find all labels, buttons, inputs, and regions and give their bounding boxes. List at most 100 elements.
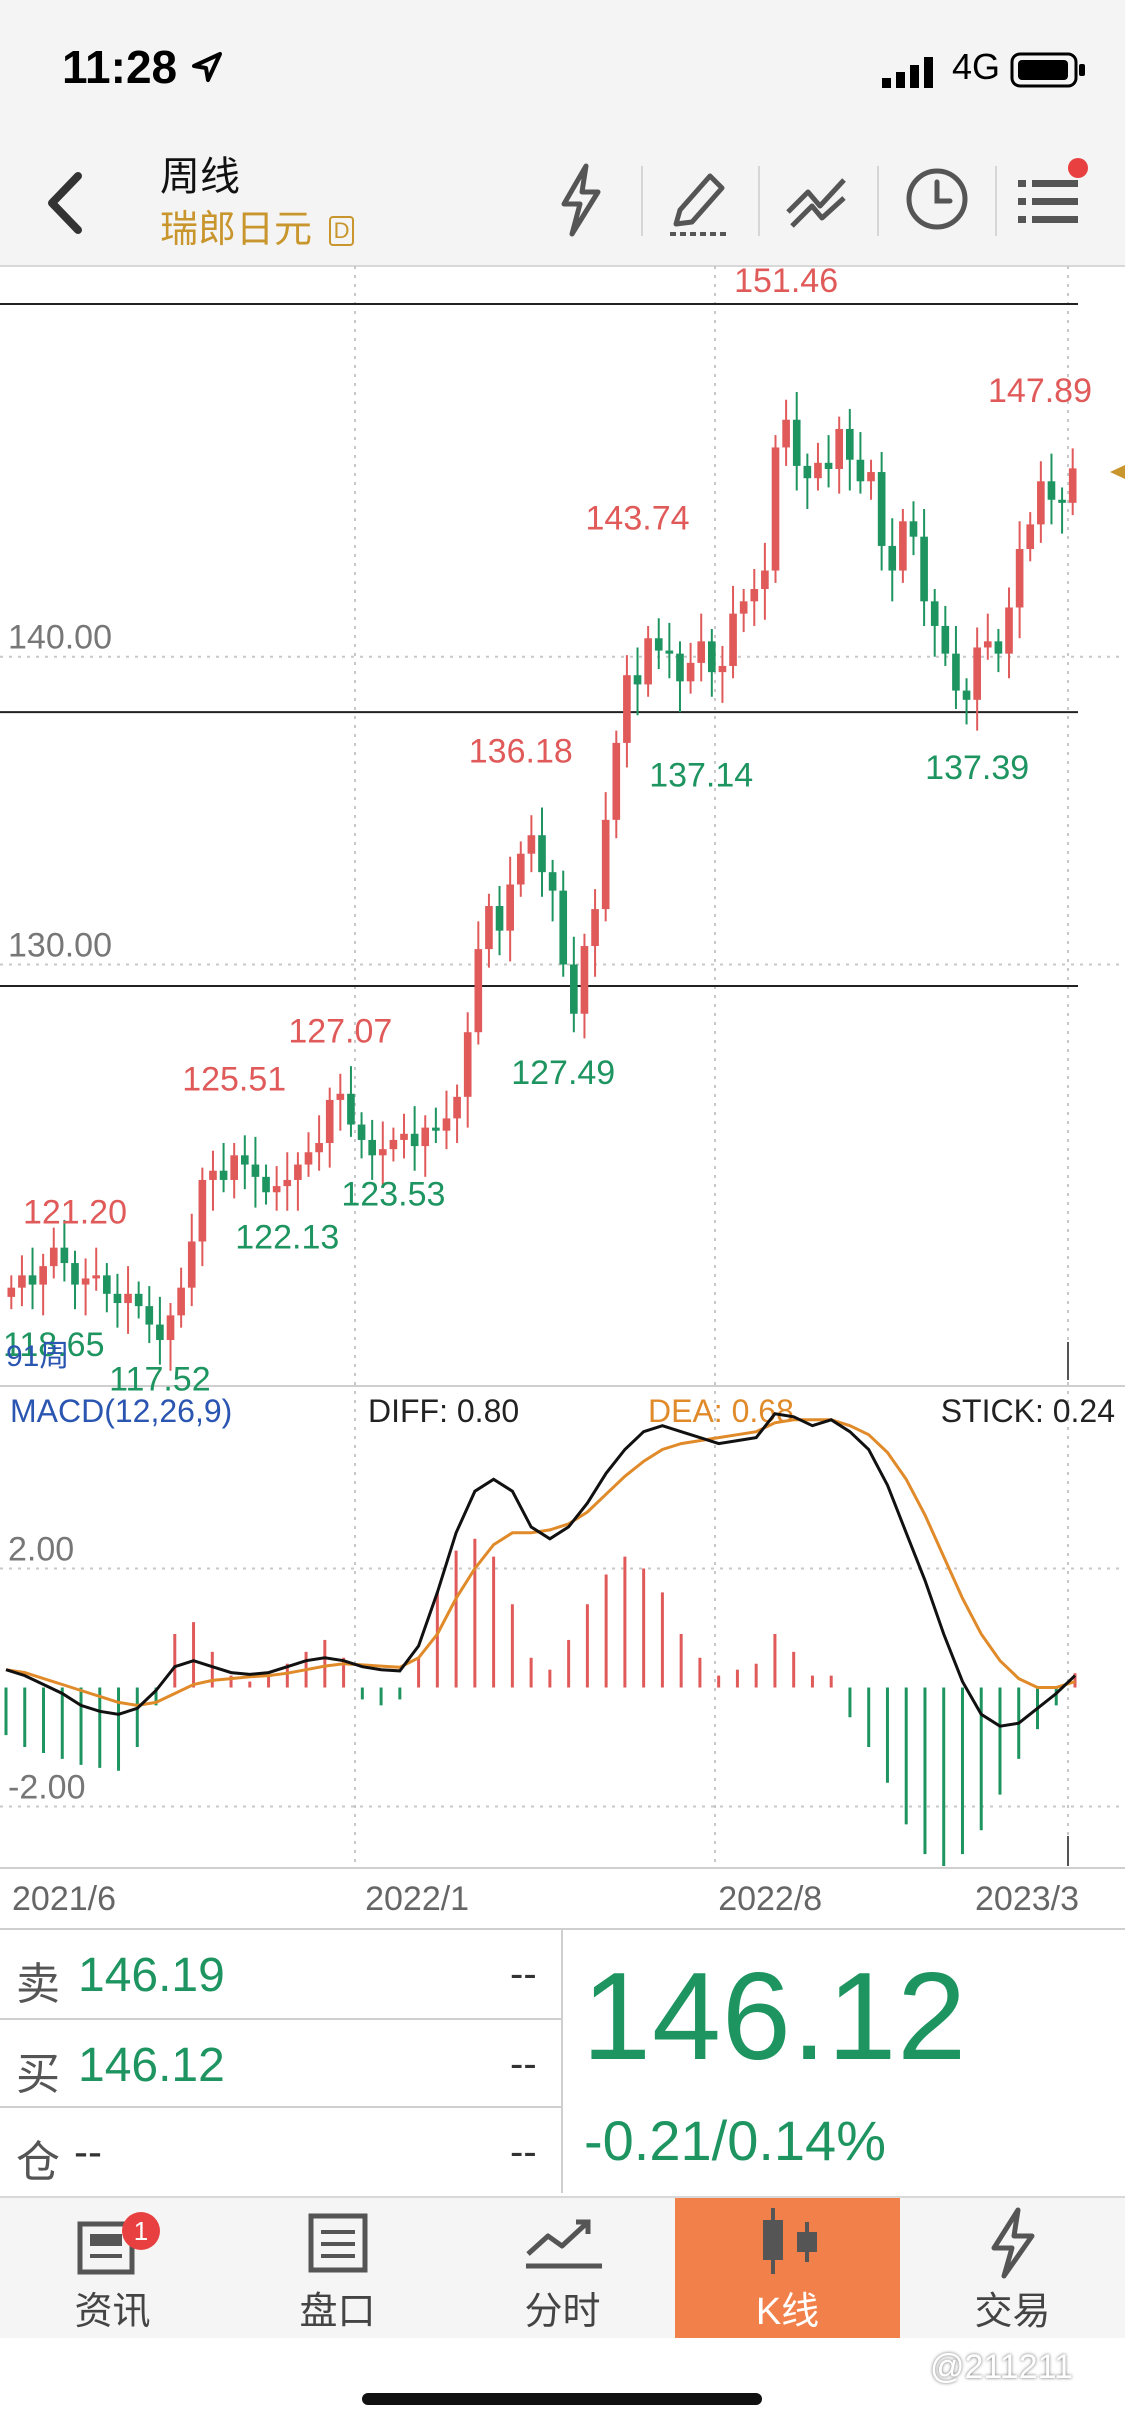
y-axis-label: 130.00 — [8, 927, 112, 965]
menu-icon[interactable] — [1014, 156, 1090, 236]
y-axis-label: 2.00 — [8, 1531, 74, 1569]
clock-icon[interactable] — [902, 164, 972, 234]
dea-line — [5, 1418, 1076, 1707]
candle-icon — [763, 2208, 817, 2274]
candle-down — [570, 964, 578, 1014]
kline-chart[interactable]: 140.00 130.00 151.46 147.89 143.74 136.18 137.… — [0, 266, 1125, 1926]
status-time: 11:28 — [62, 41, 178, 93]
candle-up — [209, 1170, 217, 1180]
nav-header: 周线 瑞郎日元 D — [0, 140, 1125, 267]
candle-up — [644, 638, 652, 685]
daily-badge: D — [328, 216, 355, 246]
candle-down — [240, 1155, 249, 1165]
x-axis-label: 2022/8 — [718, 1880, 822, 1918]
price-annotation: 118.65 — [3, 1326, 104, 1364]
candle-down — [113, 1293, 122, 1304]
candle-up — [527, 835, 536, 854]
candle-up — [1005, 607, 1013, 654]
price-annotation: 147.89 — [988, 372, 1092, 410]
candle-up — [591, 909, 599, 947]
candle-up — [623, 675, 631, 743]
candle-up — [761, 570, 769, 590]
price-annotation: 127.07 — [288, 1013, 392, 1051]
candle-down — [219, 1170, 228, 1180]
candle-up — [49, 1247, 58, 1267]
sell-label: 卖 — [16, 1960, 60, 2009]
candle-up — [1015, 549, 1024, 608]
candle-down — [877, 472, 886, 546]
candle-down — [920, 536, 928, 602]
timeshare-icon — [526, 2219, 602, 2269]
candle-up — [485, 906, 493, 950]
candle-up — [378, 1149, 387, 1156]
candle-up — [1037, 481, 1045, 525]
candle-down — [347, 1093, 355, 1125]
price-annotation: 117.52 — [109, 1361, 210, 1399]
buy-row[interactable]: 买 146.12 -- — [0, 2020, 560, 2106]
candle-up — [7, 1287, 16, 1297]
candle-up — [177, 1287, 185, 1316]
tab-label: 资讯 — [74, 2291, 151, 2333]
sell-price: 146.19 — [78, 1949, 225, 2002]
candle-down — [665, 650, 674, 654]
tab-news[interactable]: 1 资讯 — [0, 2198, 225, 2338]
news-icon — [77, 2221, 135, 2275]
candle-up — [442, 1118, 451, 1131]
candle-down — [495, 906, 504, 931]
tab-orderbook[interactable]: 盘口 — [225, 2198, 450, 2338]
candle-up — [899, 521, 907, 571]
position-value: -- — [74, 2128, 102, 2175]
tab-label: 盘口 — [299, 2291, 376, 2333]
candle-down — [845, 428, 854, 460]
flash-icon[interactable] — [552, 160, 608, 240]
position-label: 仓 — [16, 2138, 60, 2187]
divider — [0, 2106, 562, 2108]
y-axis-label: -2.00 — [8, 1769, 86, 1807]
candle-up — [92, 1275, 101, 1279]
macd-diff-label: DIFF: 0.80 — [368, 1393, 519, 1429]
candle-down — [994, 641, 1003, 654]
price-annotation: 127.49 — [511, 1054, 615, 1092]
candle-up — [166, 1315, 175, 1340]
candle-down — [952, 653, 960, 691]
candle-down — [1058, 499, 1066, 503]
candle-down — [708, 641, 716, 673]
candle-up — [81, 1278, 90, 1285]
sell-row[interactable]: 卖 146.19 -- — [0, 1928, 560, 2018]
tab-trade[interactable]: 交易 — [900, 2198, 1125, 2338]
candle-up — [506, 884, 514, 931]
candle-up — [198, 1179, 207, 1242]
candle-down — [633, 675, 642, 685]
indicator-icon[interactable] — [782, 162, 852, 238]
y-axis-label: 140.00 — [8, 619, 112, 657]
home-indicator[interactable] — [362, 2393, 762, 2405]
period-label: 91周 — [6, 1340, 69, 1373]
candle-down — [357, 1124, 366, 1140]
candle-down — [548, 872, 557, 891]
page-title: 周线 — [160, 155, 240, 199]
tab-kline[interactable]: K线 — [675, 2198, 900, 2338]
back-icon[interactable] — [40, 168, 90, 238]
candle-up — [283, 1179, 292, 1187]
price-annotation: 125.51 — [182, 1061, 286, 1099]
candle-up — [973, 647, 981, 700]
candle-down — [1047, 481, 1056, 500]
position-row[interactable]: 仓 -- -- — [0, 2108, 560, 2193]
candle-up — [230, 1155, 239, 1180]
macd-title: MACD(12,26,9) — [10, 1393, 232, 1429]
price-annotation: 123.53 — [341, 1176, 445, 1214]
candle-up — [867, 472, 875, 482]
candle-up — [124, 1293, 132, 1304]
draw-icon[interactable] — [666, 162, 732, 238]
candle-up — [516, 853, 525, 885]
tab-timeshare[interactable]: 分时 — [450, 2198, 675, 2338]
sell-qty: -- — [510, 1952, 537, 1996]
candle-up — [336, 1093, 345, 1100]
candle-up — [750, 589, 759, 602]
candle-up — [315, 1143, 323, 1153]
trade-icon — [991, 2207, 1035, 2279]
price-annotation: 137.14 — [649, 757, 753, 795]
instrument-name[interactable]: 瑞郎日元 D — [160, 198, 355, 253]
orderbook-icon — [308, 2213, 368, 2273]
candle-down — [824, 462, 833, 469]
